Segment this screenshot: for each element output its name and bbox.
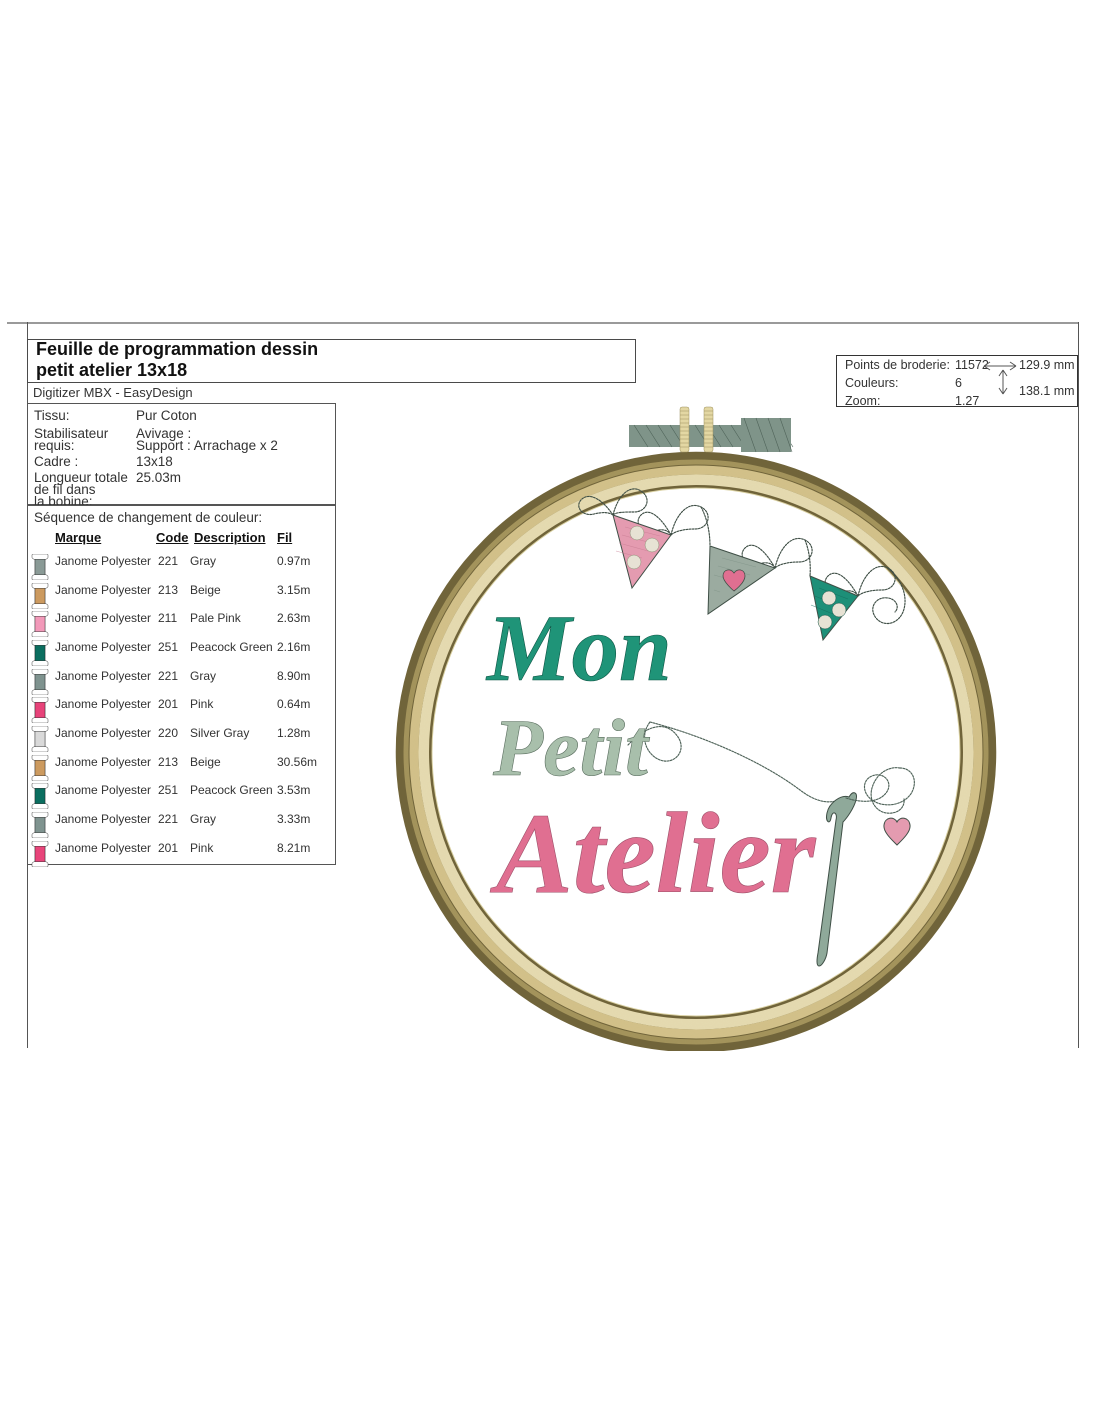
- svg-text:Mon: Mon: [485, 595, 672, 701]
- svg-text:Petit: Petit: [492, 702, 650, 793]
- svg-text:Atelier: Atelier: [490, 790, 817, 917]
